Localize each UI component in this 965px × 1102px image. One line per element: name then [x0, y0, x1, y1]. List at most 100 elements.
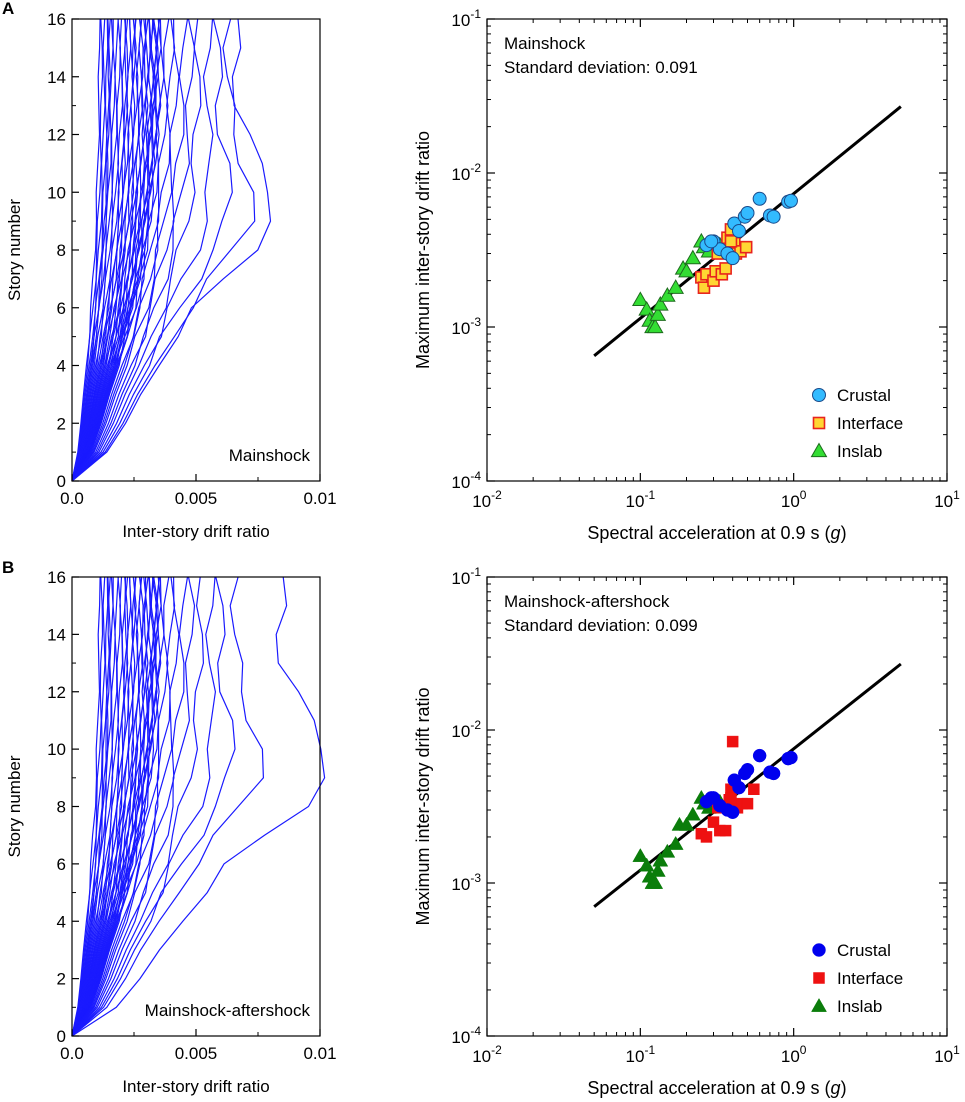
profile-annotation: Mainshock-aftershock [145, 1001, 311, 1020]
inslab-point [652, 852, 669, 867]
profile-line [71, 576, 170, 1037]
tick-base: 10 [626, 492, 645, 511]
tick-base: 10 [451, 11, 470, 30]
tick-exponent: -3 [470, 871, 481, 885]
tick-exponent: -4 [470, 1024, 481, 1038]
x-axis-label-part: Spectral acceleration at 0.9 s ( [587, 523, 830, 543]
interface-point [726, 735, 739, 748]
crustal-point [704, 791, 718, 805]
profile-annotation: Mainshock [229, 446, 311, 465]
inslab-point [659, 843, 676, 858]
inslab-point [631, 291, 649, 307]
profile-line [71, 576, 137, 1037]
x-tick-label: 0.01 [303, 1044, 336, 1063]
profile-line [71, 576, 205, 1037]
y-tick-label: 10-2 [451, 718, 481, 741]
interface-point [719, 824, 732, 837]
profile-line [71, 576, 132, 1037]
inslab-point [651, 295, 669, 311]
legend-label-inslab: Inslab [837, 997, 882, 1016]
plot-title-line: Mainshock [504, 34, 586, 53]
crustal-point [731, 224, 746, 239]
crustal-point [740, 205, 755, 220]
profile-line [71, 18, 189, 482]
crustal-point [783, 193, 798, 208]
profile-line [71, 576, 165, 1037]
x-axis-label-part: g [831, 1078, 841, 1098]
tick-exponent: -1 [470, 565, 481, 579]
y-tick-label: 10 [47, 740, 66, 759]
profile-line [71, 18, 176, 482]
series-interface [695, 735, 760, 843]
profile-line [71, 18, 165, 482]
profile-line [71, 576, 176, 1037]
interface-point [748, 783, 760, 795]
y-tick-label: 10-1 [451, 7, 481, 30]
x-axis-label-part: ) [841, 1078, 847, 1098]
tick-exponent: -2 [491, 1043, 502, 1057]
tick-base: 10 [781, 492, 800, 511]
profile-line [71, 18, 104, 482]
profile-line [71, 18, 137, 482]
profile-line [71, 576, 101, 1037]
crustal-point [752, 748, 767, 763]
interface-point [697, 281, 711, 294]
profile-line [71, 18, 116, 482]
profile-lines [71, 576, 326, 1037]
plot-title-line: Standard deviation: 0.099 [504, 616, 698, 635]
x-axis-label: Spectral acceleration at 0.9 s (g) [587, 1078, 846, 1098]
profile-line [71, 18, 162, 482]
profile-line [71, 18, 214, 482]
interface-point [700, 831, 713, 843]
y-tick-label: 10-4 [451, 469, 481, 492]
inslab-point [667, 835, 684, 850]
annotation-bg [140, 998, 315, 1023]
inslab-point [667, 279, 685, 294]
legend-marker-crustal [812, 388, 826, 402]
tick-exponent: -3 [470, 315, 481, 329]
crustal-point [704, 234, 719, 249]
x-tick-label: 100 [781, 488, 807, 511]
profile-line [71, 18, 111, 482]
tick-base: 10 [781, 1047, 800, 1066]
y-tick-label: 8 [57, 241, 66, 260]
y-tick-label: 8 [57, 798, 66, 817]
legend-label-interface: Interface [837, 414, 903, 433]
x-axis-label: Inter-story drift ratio [122, 1077, 269, 1096]
inslab-point [649, 306, 667, 321]
interface-point [707, 816, 720, 828]
interface-point [739, 240, 753, 254]
profile-line [71, 18, 256, 482]
y-tick-label: 14 [47, 68, 66, 87]
y-tick-label: 10-4 [451, 1024, 481, 1047]
x-axis-label-part: Spectral acceleration at 0.9 s ( [587, 1078, 830, 1098]
panel-b-scatter-chart: 10-2 10-1 100 10110-410-310-210-1Mainshock-… [413, 565, 960, 1098]
tick-exponent: -1 [644, 488, 655, 502]
legend-marker-inslab [811, 997, 827, 1012]
annotation-bg [224, 443, 315, 468]
y-tick-label: 2 [57, 414, 66, 433]
profile-line [71, 576, 236, 1037]
x-tick-label: 0.005 [175, 489, 218, 508]
legend-label-crustal: Crustal [837, 941, 891, 960]
tick-exponent: -1 [470, 7, 481, 21]
x-tick-label: 100 [781, 1043, 807, 1066]
y-tick-label: 16 [47, 568, 66, 587]
y-tick-label: 10-1 [451, 565, 481, 588]
profile-line [71, 18, 180, 482]
profile-line [71, 576, 162, 1037]
crustal-point [752, 191, 767, 206]
series-interface [695, 223, 753, 294]
panel-b-profile-chart: 0 2 4 6 8 10 12 14 16 0.0 0.005 0.01 Mainshock-after… [5, 568, 337, 1096]
x-tick-label: 10-1 [626, 488, 656, 511]
x-axis-label-part: ) [841, 523, 847, 543]
panel-a-scatter-chart: 10-2 10-1 100 10110-410-310-210-1MainshockS… [413, 7, 960, 543]
tick-base: 10 [934, 492, 953, 511]
profile-line [71, 576, 149, 1037]
interface-point [725, 792, 737, 804]
profile-line [71, 18, 170, 482]
panel-a-profile-chart: 0 2 4 6 8 10 12 14 16 0.0 0.005 0.01 Mainshock Inter-… [5, 10, 337, 541]
y-tick-label: 10-3 [451, 315, 481, 338]
tick-base: 10 [451, 319, 470, 338]
